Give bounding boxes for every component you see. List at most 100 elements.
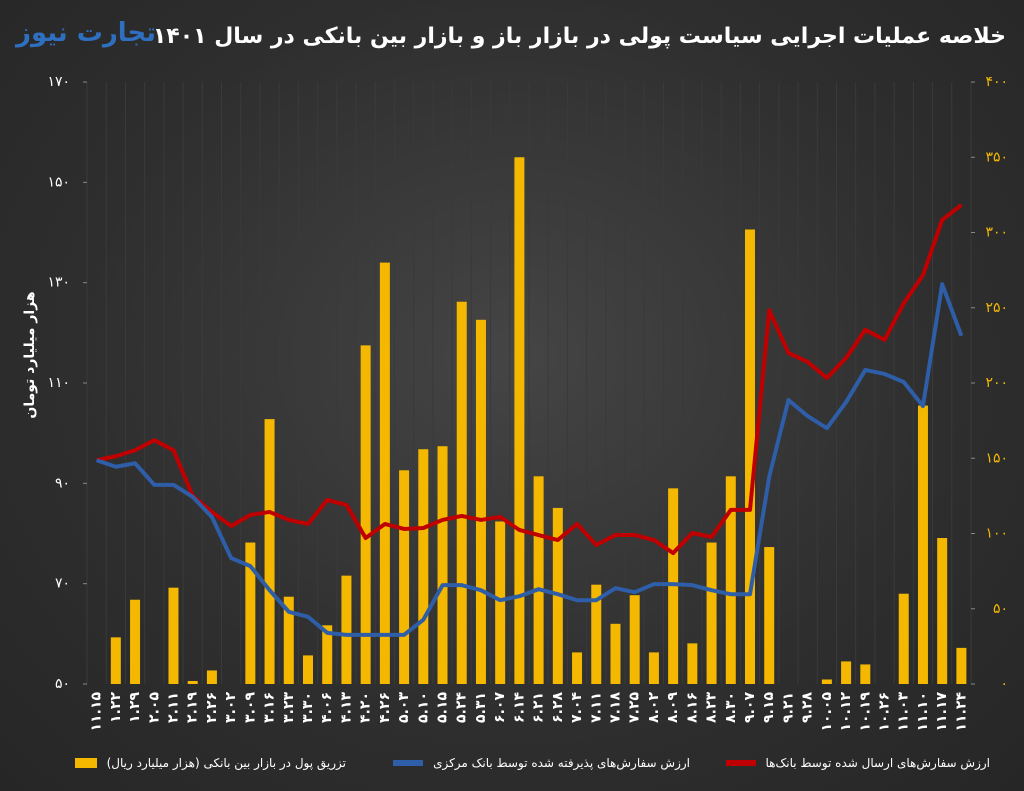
legend-swatch — [74, 758, 97, 768]
x-tick-label: ۶.۲۱ — [531, 692, 547, 723]
y2-tick-label: ۴۰۰ — [985, 74, 1008, 90]
bar — [168, 587, 179, 684]
bar — [898, 593, 909, 684]
x-tick-label: ۵.۳۱ — [473, 692, 489, 723]
x-tick-label: ۹.۱۵ — [761, 692, 777, 723]
x-tick-label: ۳.۰۹ — [242, 692, 258, 723]
y-tick-label: ۹۰ — [55, 475, 70, 491]
bar — [303, 655, 313, 684]
bar — [283, 596, 294, 684]
x-tick-label: ۹.۲۱ — [780, 692, 796, 723]
y2-tick-label: ۳۵۰ — [985, 149, 1008, 165]
x-tick-label: ۳.۰۲ — [223, 692, 239, 723]
legend-label: ارزش سفارش‌های پذیرفته شده توسط بانک مرک… — [433, 756, 690, 770]
x-tick-label: ۸.۲۳ — [704, 692, 720, 723]
x-tick-label: ۷.۰۴ — [569, 692, 585, 723]
y-tick-label: ۱۷۰ — [47, 74, 70, 90]
x-tick-label: ۹.۲۸ — [800, 692, 816, 723]
x-tick-label: ۱۱.۱۰ — [915, 692, 931, 732]
bar — [533, 476, 544, 684]
x-tick-label: ۴.۱۳ — [338, 692, 354, 723]
y2-tick-label: ۲۰۰ — [985, 375, 1008, 391]
x-tick-label: ۸.۰۹ — [665, 692, 681, 723]
x-tick-label: ۶.۰۷ — [492, 692, 508, 723]
y-tick-label: ۷۰ — [55, 576, 70, 592]
bar — [591, 584, 602, 684]
x-tick-label: ۱۰.۲۶ — [877, 692, 893, 732]
x-tick-label: ۱۱.۱۷ — [934, 692, 950, 732]
x-tick-label: ۲.۱۹ — [185, 692, 201, 723]
bar — [629, 595, 640, 684]
bar — [917, 405, 928, 684]
bar — [418, 449, 429, 684]
bar — [572, 652, 583, 684]
x-tick-label: ۸.۳۰ — [723, 692, 739, 723]
x-tick-label: ۳.۳۰ — [300, 692, 316, 723]
bar — [110, 637, 121, 684]
x-tick-label: ۳.۲۳ — [281, 692, 297, 723]
x-tick-label: ۱.۲۹ — [127, 692, 143, 723]
legend-item: تزریق پول در بازار بین بانکی (هزار میلیا… — [74, 756, 346, 770]
x-tick-label: ۸.۰۲ — [646, 692, 662, 723]
bar — [745, 229, 755, 685]
x-tick-label: ۶.۱۴ — [511, 692, 527, 723]
bar — [475, 319, 486, 684]
x-tick-label: ۴.۲۰ — [358, 692, 374, 723]
bar — [764, 547, 775, 684]
bar — [687, 643, 698, 684]
x-tick-label: ۸.۱۶ — [684, 692, 700, 723]
chart-title: خلاصه عملیات اجرایی سیاست پولی در بازار … — [152, 24, 1006, 49]
bar — [187, 680, 198, 684]
x-tick-label: ۲.۰۵ — [146, 692, 162, 723]
bar — [437, 446, 448, 684]
bar — [860, 664, 871, 684]
bar — [379, 262, 390, 684]
x-tick-label: ۶.۲۸ — [550, 692, 566, 723]
x-tick-label: ۵.۱۵ — [435, 692, 451, 723]
x-tick-label: ۷.۱۱ — [588, 692, 604, 723]
y2-tick-label: ۲۵۰ — [985, 300, 1008, 316]
y-tick-label: ۱۳۰ — [47, 275, 70, 291]
legend-item: ارزش سفارش‌های پذیرفته شده توسط بانک مرک… — [393, 756, 690, 770]
x-tick-label: ۵.۰۳ — [396, 692, 412, 723]
line — [95, 282, 964, 637]
x-tick-label: ۱۱.۰۳ — [896, 692, 912, 732]
x-tick-label: ۱۱.۱۵ — [89, 692, 105, 732]
logo: تجارت نیوز — [16, 18, 157, 48]
x-tick-label: ۴.۲۶ — [377, 692, 393, 723]
legend: ارزش سفارش‌های ارسال شده توسط بانک‌ها ارز… — [0, 756, 1024, 782]
x-tick-label: ۷.۲۵ — [627, 692, 643, 723]
bar — [495, 521, 506, 684]
bar — [821, 679, 832, 684]
legend-swatch — [393, 760, 424, 766]
x-tick-label: ۴.۰۶ — [319, 692, 335, 723]
y-tick-label: ۱۵۰ — [47, 174, 70, 190]
legend-swatch — [725, 760, 756, 766]
bar — [456, 301, 467, 684]
y2-tick-label: ۱۰۰ — [985, 526, 1008, 542]
x-tick-label: ۳.۱۶ — [262, 692, 278, 723]
bar — [668, 488, 679, 684]
bar — [514, 157, 525, 684]
x-tick-label: ۱۱.۲۴ — [953, 692, 969, 732]
y2-tick-label: ۰ — [1000, 676, 1008, 692]
y-tick-label: ۵۰ — [55, 676, 70, 692]
legend-item: ارزش سفارش‌های ارسال شده توسط بانک‌ها — [725, 756, 990, 770]
bar — [341, 575, 352, 684]
y2-tick-label: ۱۵۰ — [985, 450, 1008, 466]
bar — [245, 542, 256, 684]
x-tick-label: ۱۰.۱۹ — [857, 692, 873, 732]
x-tick-label: ۵.۱۰ — [415, 692, 431, 723]
x-tick-label: ۱۰.۱۲ — [838, 692, 854, 732]
bar — [956, 647, 967, 684]
bar — [360, 345, 371, 684]
y-tick-label: ۱۱۰ — [47, 375, 70, 391]
bar — [937, 538, 948, 684]
bar — [648, 652, 659, 684]
y-axis-label: هزار میلیارد تومان — [22, 291, 38, 418]
bar — [610, 623, 621, 684]
line — [96, 203, 963, 556]
bar — [399, 470, 410, 684]
x-tick-label: ۱۰.۰۵ — [819, 692, 835, 732]
